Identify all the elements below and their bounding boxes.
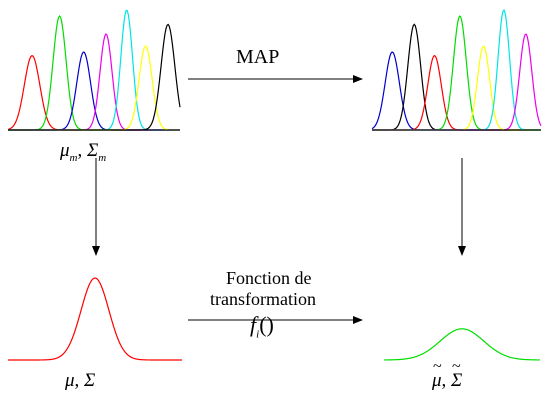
map-label: MAP xyxy=(236,46,280,68)
transformation-label-line2: transformation xyxy=(210,289,316,309)
source-params-label: μm, Σm xyxy=(60,140,107,164)
source-mixture-component-cyan xyxy=(8,9,180,131)
source-mixture xyxy=(7,9,181,131)
global-gaussian-curve xyxy=(8,277,182,361)
transformation-label-line1: Fonction de xyxy=(226,268,312,288)
transformed-gaussian-curve xyxy=(383,328,541,361)
transformation-function: fi() xyxy=(250,312,274,341)
adapted-mixture xyxy=(371,8,542,131)
transformed-params-label: μ, Σ xyxy=(432,358,462,392)
global-params-label: μ, Σ xyxy=(65,370,96,391)
